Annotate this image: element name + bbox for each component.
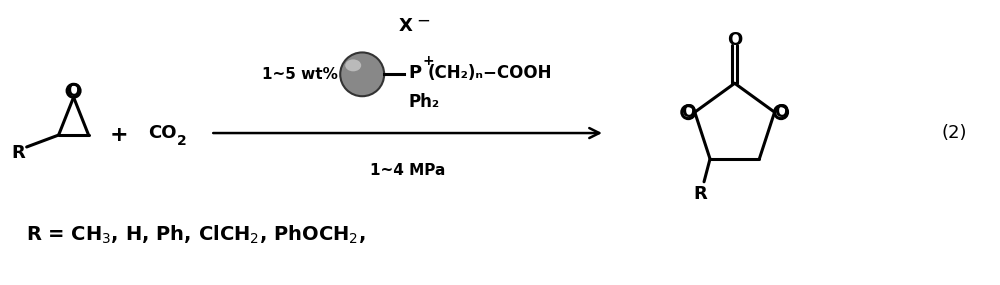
Text: +: +: [109, 125, 128, 145]
Text: (CH₂)ₙ−COOH: (CH₂)ₙ−COOH: [428, 64, 553, 82]
Circle shape: [682, 106, 695, 119]
Text: O: O: [66, 82, 81, 100]
Ellipse shape: [345, 59, 361, 71]
Text: CO: CO: [148, 124, 177, 142]
Text: O: O: [681, 103, 695, 121]
Text: 2: 2: [176, 134, 186, 148]
Text: R = CH$_3$, H, Ph, ClCH$_2$, PhOCH$_2$,: R = CH$_3$, H, Ph, ClCH$_2$, PhOCH$_2$,: [26, 223, 365, 246]
Text: −: −: [416, 12, 430, 30]
Ellipse shape: [340, 52, 384, 96]
Text: Ph₂: Ph₂: [408, 93, 439, 111]
Text: O: O: [727, 30, 742, 48]
Text: (2): (2): [942, 124, 967, 142]
Text: P: P: [408, 64, 421, 82]
Text: R: R: [693, 185, 707, 203]
Text: X: X: [398, 17, 412, 34]
Text: 1~4 MPa: 1~4 MPa: [370, 163, 445, 178]
Text: O: O: [774, 103, 788, 121]
Circle shape: [775, 106, 788, 119]
Text: R: R: [12, 144, 26, 162]
Circle shape: [67, 84, 80, 97]
Text: 1~5 wt%: 1~5 wt%: [262, 67, 338, 82]
Text: +: +: [422, 54, 434, 68]
